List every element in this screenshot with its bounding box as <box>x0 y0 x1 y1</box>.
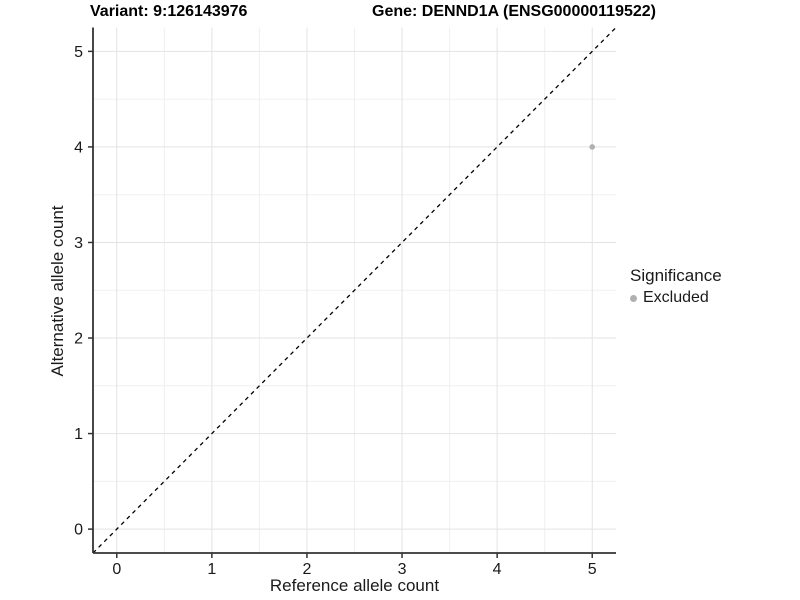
y-tick-label: 4 <box>74 139 83 156</box>
legend-item-excluded: Excluded <box>630 289 722 307</box>
plot-title-gene: Gene: DENND1A (ENSG00000119522) <box>372 3 656 20</box>
data-point <box>589 144 596 150</box>
legend-title: Significance <box>630 266 722 285</box>
plot-title-variant: Variant: 9:126143976 <box>90 3 248 20</box>
x-tick-label: 0 <box>112 561 121 578</box>
x-tick-label: 1 <box>207 561 216 578</box>
x-tick-label: 4 <box>493 561 502 578</box>
identity-reference-line <box>92 27 617 554</box>
y-tick-label: 1 <box>74 426 83 443</box>
y-tick-label: 0 <box>74 522 83 539</box>
legend-point-icon <box>630 294 637 302</box>
legend-item-label: Excluded <box>643 289 709 306</box>
y-axis-title: Alternative allele count <box>48 205 67 377</box>
x-tick-label: 2 <box>303 561 312 578</box>
y-tick-label: 5 <box>74 44 83 61</box>
legend: Significance Excluded <box>630 266 722 307</box>
x-axis-title: Reference allele count <box>269 576 440 595</box>
y-tick-label: 3 <box>74 235 83 252</box>
x-tick-label: 3 <box>398 561 407 578</box>
y-tick-label: 2 <box>74 331 83 348</box>
x-tick-label: 5 <box>588 561 597 578</box>
